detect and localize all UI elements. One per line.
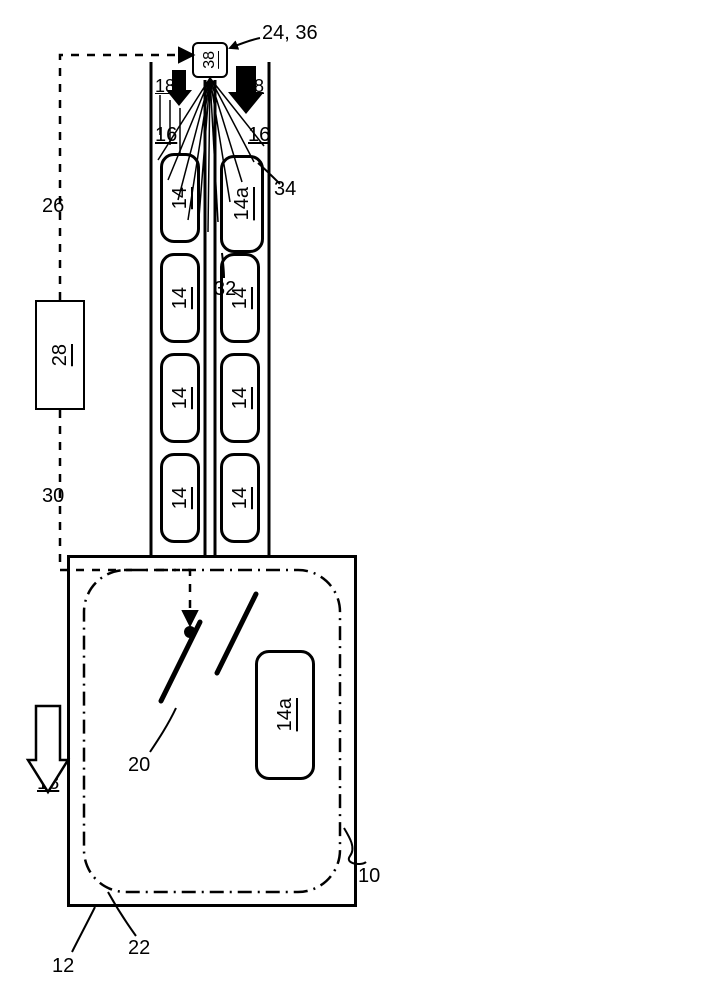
conveyor-item-label: 14 bbox=[169, 187, 192, 209]
rail-label-left: 16 bbox=[155, 124, 177, 147]
camera-box-label: 38 bbox=[201, 51, 219, 69]
down-arrow-label-left: 18 bbox=[155, 76, 175, 97]
inner-round-label: 22 bbox=[128, 937, 150, 960]
conveyor-item-14a: 14a bbox=[220, 155, 264, 253]
rail-label-right: 16 bbox=[248, 124, 270, 147]
fig-main-label: 10 bbox=[358, 865, 380, 888]
conveyor-item: 14 bbox=[220, 353, 260, 443]
conveyor-item: 14 bbox=[160, 253, 200, 343]
conveyor-item-label: 14a bbox=[231, 187, 254, 220]
conveyor-inner-label: 34 bbox=[274, 178, 296, 201]
down-arrow-label-right: 18 bbox=[244, 76, 264, 97]
conveyor-item: 14 bbox=[160, 453, 200, 543]
conveyor-item: 14 bbox=[220, 453, 260, 543]
left-big-arrow-label: 18 bbox=[37, 772, 59, 795]
conveyor-item-label: 14 bbox=[229, 387, 252, 409]
dashed-link-bottom-label: 30 bbox=[42, 485, 64, 508]
conveyor-item: 14 bbox=[160, 353, 200, 443]
external-box-label: 28 bbox=[49, 344, 72, 366]
dashed-link-top-label: 26 bbox=[42, 195, 64, 218]
conveyor-item-label: 14 bbox=[169, 387, 192, 409]
chamber-item-label: 14a bbox=[274, 698, 297, 731]
outer-box-label: 12 bbox=[52, 955, 74, 978]
conveyor-item: 14 bbox=[160, 153, 200, 243]
camera-box: 38 bbox=[192, 42, 228, 78]
camera-combo-label: 24, 36 bbox=[262, 22, 318, 45]
chamber-item-14a: 14a bbox=[255, 650, 315, 780]
conveyor-outline-label: 32 bbox=[214, 278, 236, 301]
external-box: 28 bbox=[35, 300, 85, 410]
conveyor-item-label: 14 bbox=[229, 487, 252, 509]
conveyor-item-label: 14 bbox=[169, 287, 192, 309]
conveyor-item-label: 14 bbox=[169, 487, 192, 509]
gate-label: 20 bbox=[128, 754, 150, 777]
